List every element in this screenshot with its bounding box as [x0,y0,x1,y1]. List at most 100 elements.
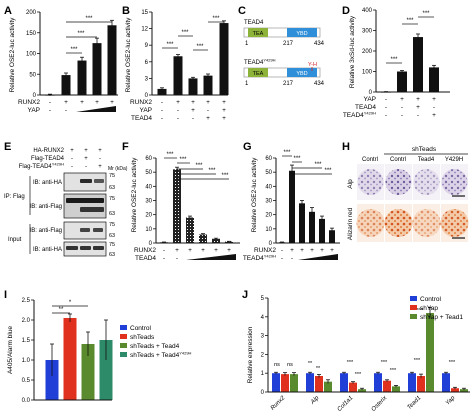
bar [92,43,102,95]
sig-label: *** [85,16,93,22]
legend-label: Control [130,325,152,332]
mw-label: 63 [109,252,115,258]
stained-well [440,209,469,237]
legend-label: shTeads [130,334,155,341]
x-category-label: Tead1 [407,395,423,411]
mw-label: 63 [109,185,115,191]
protein-name: TEAD4Y429H [244,58,276,67]
mw-label: 75 [109,222,115,228]
legend-label: shYap + Tead1 [420,314,463,321]
y-tick-label: 200 [26,10,37,16]
sign: - [71,156,73,162]
y-axis-label: Relative OSE2-luc activity [125,17,132,93]
sign: + [80,99,84,106]
sign: + [222,99,226,106]
sig-label: ** [308,361,313,367]
sign: + [84,148,88,154]
y-tick-label: 60 [145,156,152,162]
group-label: shTeads [412,146,437,153]
sign: + [416,104,420,111]
y-axis-label: Relative expression [247,326,254,383]
significance-brackets: *** *** *** *** [282,150,332,175]
blot-band [80,246,91,250]
bar-series [45,313,113,400]
bar [290,374,298,392]
position-label: 434 [314,81,325,87]
panel-j: J Relative expression 0 1 2 3 4 5 Runx2 Alp Col… [242,289,470,413]
sig-label: *** [195,163,203,169]
significance-brackets: * ** [52,300,88,314]
y-axis-label: Relative OSE2-luc activity [9,17,16,93]
sig-label: *** [283,150,291,156]
y-axis-ticks: 0 10 20 30 40 50 60 [145,156,156,247]
y-tick-label: 0 [149,241,153,247]
legend: Control shTeads shTeads + Tead4 shTeads … [120,325,192,359]
sig-label: *** [293,156,301,162]
legend-swatch [410,296,417,301]
y-axis-label: Relative OSE2-luc activity [251,157,258,233]
sign: + [214,247,218,254]
panel-i: I A405/Alarm blue 0.0 0.5 1.0 1.5 2.0 2.5 * *… [4,289,192,404]
sig-label: *** [196,44,204,50]
panel-letter: H [342,141,350,153]
stained-well [357,169,384,195]
legend-swatch [120,343,127,348]
panel-letter: J [242,289,248,301]
row-label: YAP [363,96,376,103]
panel-letter: B [122,5,130,17]
x-category-label: Yap [445,395,457,407]
y-tick-label: 5 [261,296,265,302]
sign: + [191,107,195,114]
panel-a: A Relative OSE2-luc activity 0 50 100 150 20… [4,5,118,114]
y-axis-label: Relative OSE2-luc activity [131,157,138,233]
y-axis-ticks: 0 10 20 30 40 50 60 [265,156,276,247]
dose-wedge [76,106,116,112]
sig-label: *** [381,360,388,366]
sign: + [64,99,68,106]
bar [460,389,468,392]
sign: - [49,99,51,106]
sig-label: *** [221,173,229,179]
sign: - [417,112,419,119]
bar [306,373,314,392]
y-tick-label: 10 [145,227,152,233]
bar [225,241,233,243]
sig-label: *** [77,31,85,37]
condition-table: RUNX2 TEAD4Y429H - + + + + + - - [243,247,338,262]
sign: - [163,247,165,254]
sign: + [416,96,420,103]
bar [188,78,198,95]
position-label: 434 [314,41,325,47]
y-tick-label: 9 [145,43,149,49]
sign: + [98,164,102,170]
ybd-domain-label: YBD [296,71,307,77]
panel-h: H shTeads Contrl Contrl Tead4 Y429H Alp … [342,141,469,242]
row-label: RUNX2 [130,99,152,106]
mw-label: 75 [109,173,115,179]
sign: + [222,107,226,114]
sign: + [400,96,404,103]
group-label: IP: Flag [4,194,25,200]
row-label: Flag-TEAD4Y429H [19,162,64,171]
sign: - [99,156,101,162]
y-tick-label: 400 [362,8,373,14]
row-label: RUNX2 [18,99,40,106]
panel-letter: D [342,5,350,17]
row-label: TEAD4 [135,255,156,262]
condition-table: RUNX2 YAP TEAD4 - + + + + - - + - + - - … [130,99,226,122]
sign: - [281,247,283,254]
sign: - [176,255,178,262]
y-tick-label: 50 [29,72,36,78]
sign: + [110,99,114,106]
sig-label: *** [179,157,187,163]
legend-swatch [120,334,127,339]
panel-letter: E [4,141,11,153]
sig-label: ns [287,362,293,368]
y-tick-label: 6 [145,60,149,66]
sign: - [161,115,163,122]
position-label: 217 [283,81,294,87]
stained-well [356,209,385,237]
condition-table: RUNX2 TEAD4 - + + + + + - - [134,247,236,262]
row-label: TEAD4Y429H [243,254,276,263]
